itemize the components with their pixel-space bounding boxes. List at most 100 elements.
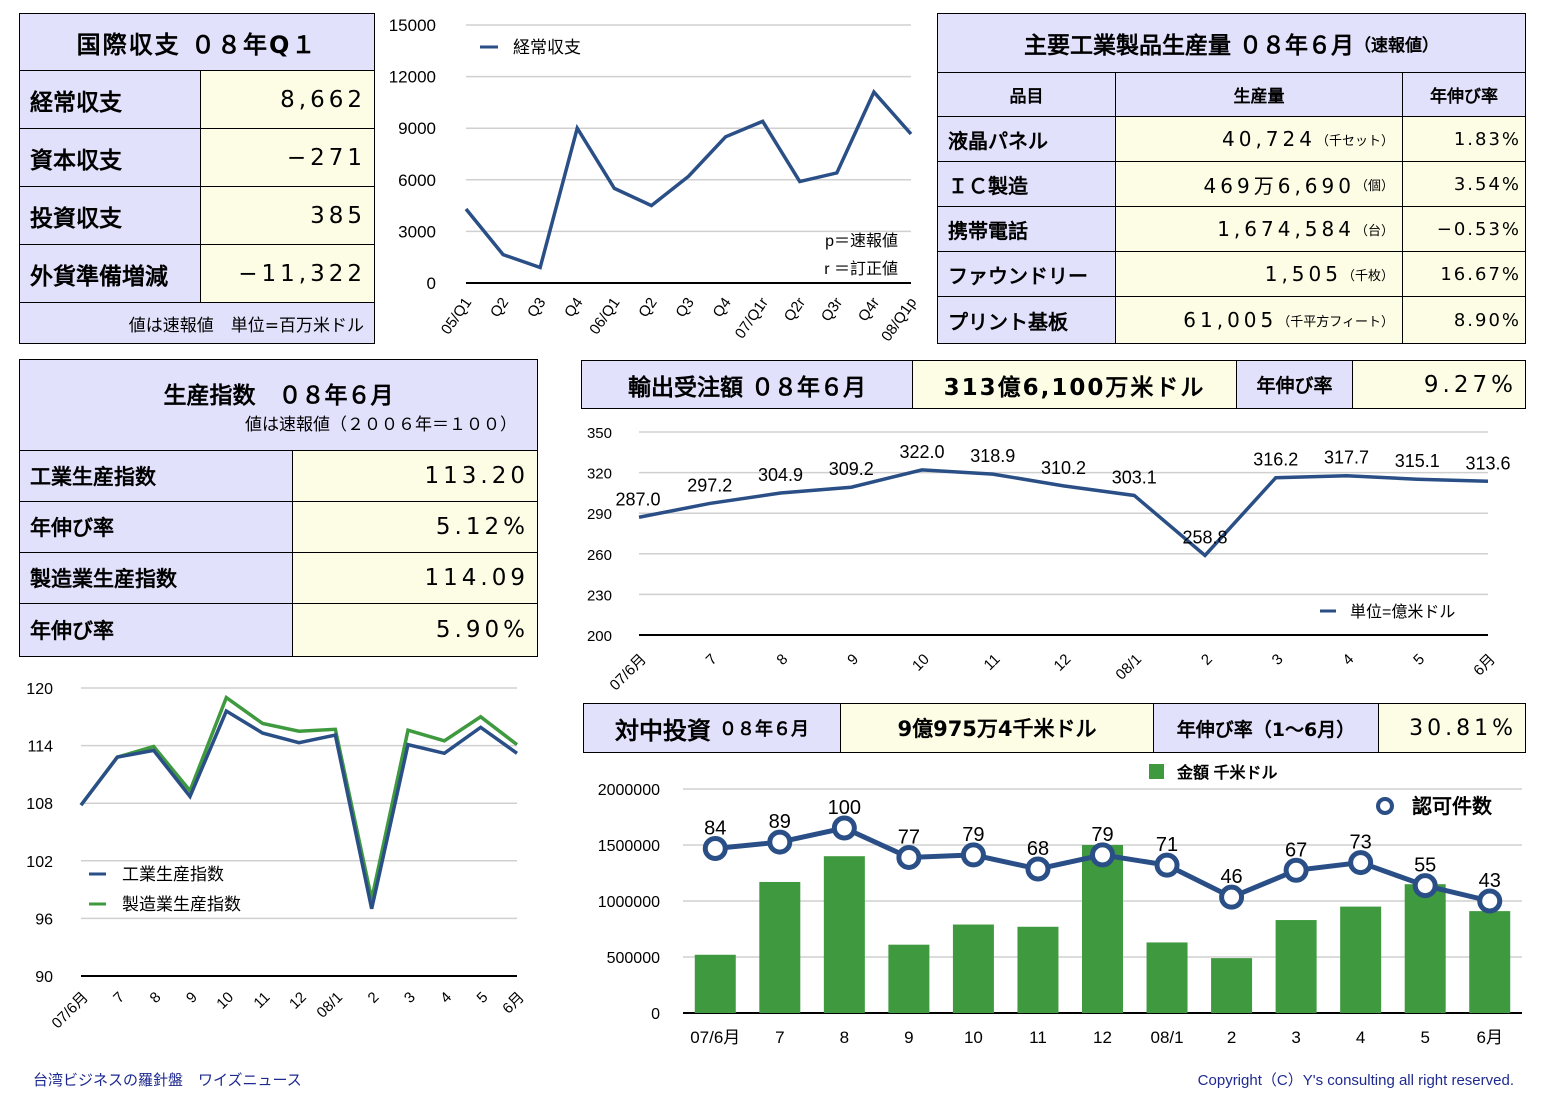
footer-left: 台湾ビジネスの羅針盤 ワイズニュース bbox=[33, 1072, 302, 1089]
bop-value-2: 385 bbox=[200, 186, 375, 245]
production-growth-0: 1.83% bbox=[1402, 116, 1526, 162]
production-header-growth: 年伸び率 bbox=[1402, 72, 1526, 117]
bop-note: 値は速報値 単位=百万米ドル bbox=[19, 302, 375, 344]
china-investment-count-label: 77 bbox=[898, 826, 920, 848]
export-orders-xtick-label: 8 bbox=[773, 651, 791, 669]
china-investment-bar bbox=[952, 924, 994, 1013]
china-investment-count-marker bbox=[1477, 888, 1503, 914]
production-item-2: 携帯電話 bbox=[937, 206, 1116, 252]
export-orders-xtick-label: 6月 bbox=[1470, 651, 1499, 680]
production-index-xtick-label: 11 bbox=[250, 989, 273, 1012]
current-account-xtick-label: Q4 bbox=[709, 295, 734, 321]
production-qty-value-3: 1,505 bbox=[1264, 262, 1342, 286]
prod-index-value-3: 5.90% bbox=[292, 603, 538, 657]
production-index-ytick-label: 108 bbox=[26, 796, 53, 813]
china-investment-bar bbox=[888, 944, 930, 1013]
production-index-xtick-label: 5 bbox=[474, 989, 492, 1007]
production-index-xtick-label: 08/1 bbox=[313, 989, 346, 1022]
export-orders-ytick-label: 320 bbox=[587, 466, 612, 483]
footer-right: Copyright（C）Y's consulting all right res… bbox=[1197, 1072, 1514, 1089]
china-invest-label-box: 対中投資 ０８年６月 bbox=[583, 703, 841, 753]
china-investment-count-marker bbox=[1283, 857, 1309, 883]
export-orders-data-label: 318.9 bbox=[970, 446, 1015, 466]
production-header-qty: 生産量 bbox=[1115, 72, 1403, 117]
china-invest-label-sub: ０８年６月 bbox=[719, 719, 809, 740]
prod-index-value-1: 5.12% bbox=[292, 501, 538, 553]
china-investment-count-label: 67 bbox=[1285, 839, 1307, 861]
china-investment-count-marker bbox=[1025, 856, 1051, 882]
export-orders-data-label: 303.1 bbox=[1112, 467, 1157, 487]
china-investment-xtick-label: 9 bbox=[904, 1028, 913, 1047]
china-investment-xtick-label: 07/6月 bbox=[690, 1028, 740, 1047]
export-orders-data-label: 317.7 bbox=[1324, 448, 1369, 468]
export-orders-data-label: 297.2 bbox=[687, 475, 732, 495]
current-account-xtick-label: 06/Q1 bbox=[586, 295, 623, 338]
china-investment-xtick-label: 6月 bbox=[1476, 1028, 1502, 1047]
china-investment-count-label: 79 bbox=[1091, 824, 1113, 846]
export-orders-xtick-label: 9 bbox=[844, 651, 862, 669]
export-orders-data-label: 287.0 bbox=[615, 489, 660, 509]
china-investment-xtick-label: 3 bbox=[1291, 1028, 1300, 1047]
production-index-chart: 90 96 102 108 114 120 07/6月 7 8 9 10 11 12 08/1 2 3 4 5 6月… bbox=[26, 681, 528, 1032]
china-investment-legend-count-label: 認可件数 bbox=[1412, 794, 1493, 818]
china-investment-legend-bar-label: 金額 千米ドル bbox=[1176, 763, 1277, 782]
production-title-suffix: （速報値） bbox=[1354, 35, 1439, 56]
china-investment-count-label: 79 bbox=[962, 824, 984, 846]
export-orders-label: 輸出受注額 ０８年６月 bbox=[581, 360, 913, 409]
export-orders-data-label: 316.2 bbox=[1253, 450, 1298, 470]
china-investment-count-label: 73 bbox=[1350, 832, 1372, 854]
china-investment-xtick-label: 12 bbox=[1093, 1028, 1112, 1047]
export-orders-xtick-label: 10 bbox=[909, 651, 933, 675]
export-orders-line bbox=[638, 468, 1489, 558]
china-investment-count-marker bbox=[960, 842, 986, 868]
export-orders-xtick-label: 08/1 bbox=[1112, 651, 1145, 684]
production-qty-value-0: 40,724 bbox=[1222, 127, 1316, 151]
export-orders-data-label: 313.6 bbox=[1465, 453, 1510, 473]
china-investment-legend-bar-swatch bbox=[1149, 764, 1164, 779]
production-item-3: ファウンドリー bbox=[937, 251, 1116, 297]
production-index-xtick-label: 3 bbox=[401, 989, 419, 1007]
prod-index-label-1: 年伸び率 bbox=[19, 501, 293, 553]
china-investment-count-label: 89 bbox=[769, 811, 791, 833]
current-account-xtick-label: Q3 bbox=[524, 295, 549, 321]
china-investment-count-marker bbox=[1154, 852, 1180, 878]
production-index-ytick-label: 120 bbox=[26, 681, 53, 698]
prod-index-value-0: 113.20 bbox=[292, 450, 538, 502]
production-title-main: 主要工業製品生産量 ０８年６月 bbox=[1023, 33, 1354, 59]
production-qty-value-4: 61,005 bbox=[1183, 308, 1278, 332]
china-investment-count-marker bbox=[1412, 873, 1438, 899]
production-qty-unit-2: （台） bbox=[1354, 223, 1394, 239]
china-investment-count-label: 43 bbox=[1479, 870, 1501, 892]
current-account-xtick-label: 07/Q1r bbox=[732, 295, 772, 342]
production-qty-unit-1: （個） bbox=[1354, 178, 1394, 194]
china-investment-xtick-label: 7 bbox=[775, 1028, 784, 1047]
production-qty-unit-4: （千平方フィート） bbox=[1277, 314, 1394, 330]
production-title: 主要工業製品生産量 ０８年６月 （速報値） bbox=[937, 13, 1526, 73]
bop-label-0: 経常収支 bbox=[19, 70, 201, 129]
china-investment-ytick-label: 2000000 bbox=[598, 782, 660, 799]
china-investment-count-label: 84 bbox=[704, 817, 726, 839]
production-header-item: 品目 bbox=[937, 72, 1116, 117]
export-orders-xtick-label: 4 bbox=[1339, 651, 1357, 669]
china-investment-count-marker bbox=[767, 829, 793, 855]
current-account-xtick-label: Q3r bbox=[818, 295, 846, 325]
production-index-xtick-label: 10 bbox=[213, 989, 237, 1013]
production-index-line-1 bbox=[79, 694, 519, 900]
export-orders-data-label: 304.9 bbox=[758, 465, 803, 485]
current-account-xtick-label: Q2 bbox=[635, 295, 660, 321]
current-account-ytick-label: 12000 bbox=[389, 68, 436, 87]
current-account-xtick-label: Q4 bbox=[561, 295, 586, 321]
production-qty-unit-3: （千枚） bbox=[1341, 268, 1394, 284]
china-invest-value: 9億975万4千米ドル bbox=[840, 703, 1154, 753]
production-qty-unit-0: （千セット） bbox=[1315, 133, 1394, 149]
prod-index-subtitle: 値は速報値（２００６年＝１００） bbox=[245, 414, 517, 435]
china-investment-legend-count-swatch bbox=[1376, 797, 1394, 815]
china-investment-count-label: 71 bbox=[1156, 834, 1178, 856]
production-index-legend-label: 工業生産指数 bbox=[122, 865, 224, 884]
export-orders-value: 313億6,100万米ドル bbox=[912, 360, 1237, 409]
china-investment-bar bbox=[1211, 958, 1253, 1013]
china-investment-ytick-label: 0 bbox=[651, 1006, 660, 1023]
current-account-ytick-label: 9000 bbox=[398, 119, 436, 138]
export-orders-xtick-label: 11 bbox=[981, 651, 1004, 674]
